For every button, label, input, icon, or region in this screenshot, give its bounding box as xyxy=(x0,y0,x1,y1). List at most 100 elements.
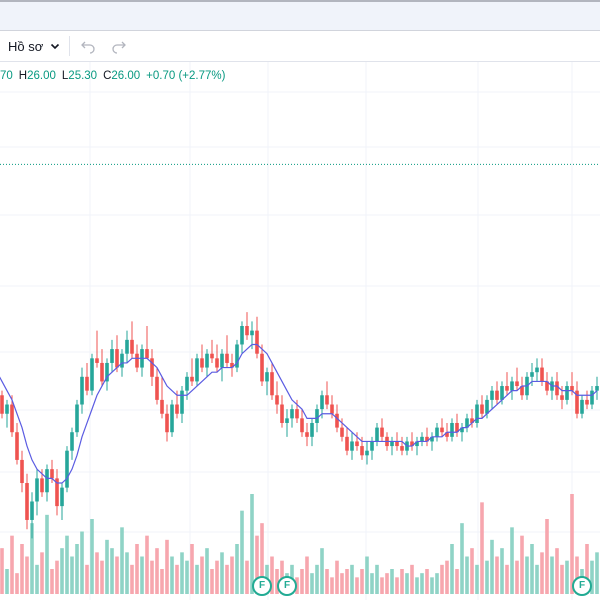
volume-bar xyxy=(60,548,64,594)
volume-bar xyxy=(565,560,569,594)
volume-bar xyxy=(550,556,554,594)
volume-bar xyxy=(215,560,219,594)
volume-bar xyxy=(315,564,319,594)
candle-body xyxy=(275,395,279,405)
volume-bar xyxy=(400,569,404,594)
candle-body xyxy=(375,427,379,442)
volume-bar xyxy=(470,548,474,594)
candle-body xyxy=(595,386,599,391)
earnings-marker-icon[interactable]: F xyxy=(252,576,272,596)
candlestick-chart[interactable] xyxy=(0,62,600,600)
candle-body xyxy=(315,409,319,423)
earnings-marker-icon[interactable]: F xyxy=(572,576,592,596)
candle-body xyxy=(270,372,274,396)
candle-body xyxy=(515,381,519,387)
candle-body xyxy=(30,501,34,520)
candle-body xyxy=(560,395,564,400)
volume-bar xyxy=(330,577,334,594)
volume-bar xyxy=(365,556,369,594)
volume-bar xyxy=(45,514,49,594)
candle-body xyxy=(395,441,399,447)
candle-body xyxy=(485,399,489,414)
volume-bar xyxy=(10,535,14,594)
volume-bar xyxy=(200,556,204,594)
candle-body xyxy=(480,404,484,414)
candle-body xyxy=(300,418,304,433)
candle-body xyxy=(45,469,49,493)
candle-body xyxy=(165,413,169,433)
volume-bar xyxy=(15,573,19,594)
candle-body xyxy=(330,404,334,414)
candle-body xyxy=(65,450,69,488)
candle-body xyxy=(10,404,14,433)
undo-icon[interactable] xyxy=(80,38,96,54)
candle-body xyxy=(210,353,214,359)
volume-bar xyxy=(325,569,329,594)
redo-icon[interactable] xyxy=(111,38,127,54)
volume-bar xyxy=(520,535,524,594)
candle-body xyxy=(590,390,594,405)
layout-dropdown-button[interactable]: Hồ sơ xyxy=(0,34,67,58)
candle-body xyxy=(545,381,549,391)
volume-bar xyxy=(155,548,159,594)
candle-body xyxy=(285,418,289,423)
volume-bar xyxy=(450,544,454,594)
volume-bar xyxy=(430,577,434,594)
close-label: C xyxy=(103,70,112,82)
volume-bar xyxy=(370,573,374,594)
candle-body xyxy=(490,390,494,400)
candle-body xyxy=(75,404,79,433)
candle-body xyxy=(120,353,124,368)
volume-bar xyxy=(540,552,544,594)
volume-bar xyxy=(460,523,464,594)
candle-body xyxy=(205,353,209,368)
price-change: +0.70 (+2.77%) xyxy=(146,70,226,82)
volume-bar xyxy=(95,552,99,594)
volume-bar xyxy=(410,564,414,594)
close-value: 26.00 xyxy=(111,70,141,82)
candle-body xyxy=(200,358,204,368)
ohlc-legend: 70 H26.00 L25.30 C26.00 +0.70 (+2.77%) xyxy=(0,70,225,86)
layout-dropdown-label: Hồ sơ xyxy=(8,38,44,54)
candle-body xyxy=(155,376,159,400)
volume-bar xyxy=(125,552,129,594)
candle-body xyxy=(410,441,414,447)
volume-bar xyxy=(395,577,399,594)
candle-body xyxy=(580,399,584,414)
candle-body xyxy=(0,395,4,414)
volume-bar xyxy=(90,519,94,594)
volume-bar xyxy=(335,560,339,594)
volume-bar xyxy=(245,560,249,594)
candle-body xyxy=(470,418,474,423)
high-label: H xyxy=(18,70,28,82)
open-value: 70 xyxy=(0,70,13,82)
candle-body xyxy=(310,422,314,437)
candle-body xyxy=(150,358,154,377)
candle-body xyxy=(50,469,54,479)
candle-body xyxy=(220,353,224,368)
candle-body xyxy=(495,390,499,400)
volume-bar xyxy=(585,544,589,594)
volume-bar xyxy=(490,539,494,594)
candle-body xyxy=(325,395,329,405)
candle-body xyxy=(15,432,19,460)
candle-body xyxy=(130,339,134,354)
candle-body xyxy=(450,422,454,437)
candle-body xyxy=(105,362,109,382)
candle-body xyxy=(585,399,589,405)
volume-bar xyxy=(115,556,119,594)
candle-body xyxy=(175,404,179,414)
volume-bar xyxy=(195,564,199,594)
volume-bar xyxy=(575,556,579,594)
volume-bar xyxy=(440,564,444,594)
volume-bar xyxy=(100,560,104,594)
candle-body xyxy=(90,358,94,391)
volume-bar xyxy=(435,573,439,594)
candle-body xyxy=(80,376,84,405)
candle-body xyxy=(60,487,64,507)
candle-body xyxy=(265,372,269,382)
earnings-marker-icon[interactable]: F xyxy=(277,576,297,596)
volume-bar xyxy=(425,569,429,594)
candle-body xyxy=(180,390,184,414)
candle-body xyxy=(5,404,9,414)
